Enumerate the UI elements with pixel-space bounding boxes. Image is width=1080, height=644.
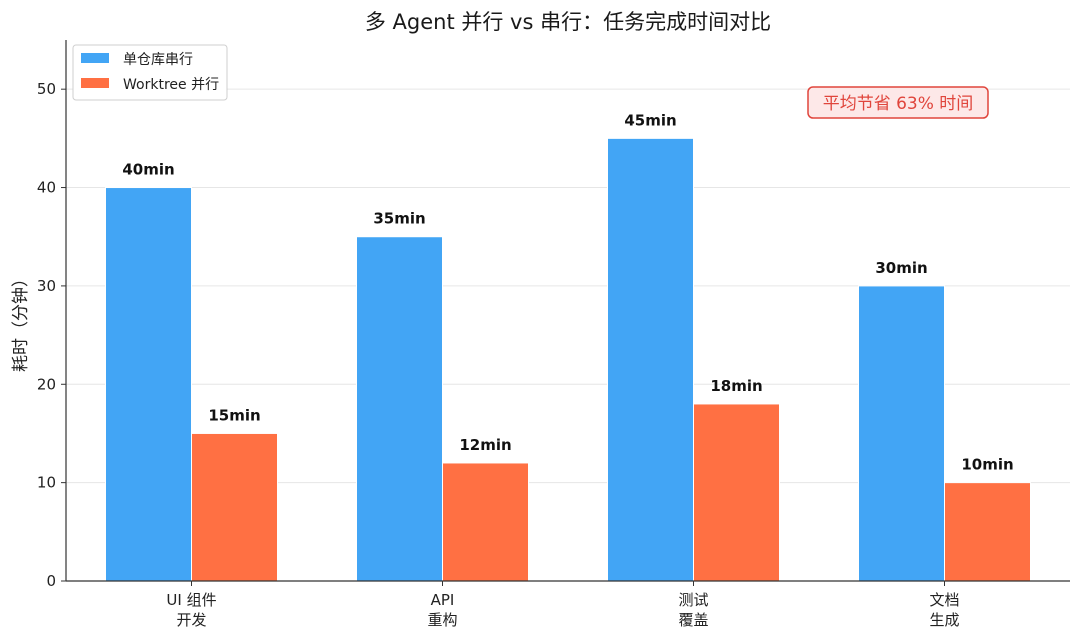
x-tick-label: 文档生成 bbox=[929, 591, 959, 629]
x-tick-label: API 重构 bbox=[427, 591, 457, 629]
bar-value-label: 15min bbox=[208, 406, 260, 424]
legend-swatch-serial bbox=[81, 53, 109, 63]
legend: 单仓库串行 Worktree 并行 bbox=[72, 44, 228, 101]
bar-value-label: 40min bbox=[122, 161, 174, 179]
bar bbox=[442, 462, 529, 582]
savings-annotation-text: 平均节省 63% 时间 bbox=[823, 94, 974, 114]
y-tick-label: 10 bbox=[37, 474, 56, 492]
legend-frame bbox=[72, 44, 228, 101]
bar bbox=[105, 187, 192, 582]
y-tick-label: 20 bbox=[37, 375, 56, 393]
bar bbox=[858, 285, 945, 582]
bar-value-label: 35min bbox=[373, 210, 425, 228]
savings-annotation: 平均节省 63% 时间 bbox=[807, 86, 989, 119]
bar bbox=[607, 137, 694, 582]
bar-value-label: 18min bbox=[710, 377, 762, 395]
bar bbox=[944, 482, 1031, 582]
y-tick-label: 40 bbox=[37, 179, 56, 197]
bar bbox=[356, 236, 443, 582]
x-tick-label: UI 组件开发 bbox=[166, 591, 216, 629]
bar-value-label: 12min bbox=[459, 436, 511, 454]
bar bbox=[693, 403, 780, 582]
bar-value-labels: 40min 15min 35min 12min 45min 18min 30min 10min bbox=[122, 111, 1013, 473]
y-tick-label: 50 bbox=[37, 80, 56, 98]
chart-title: 多 Agent 并行 vs 串行：任务完成时间对比 bbox=[365, 10, 771, 34]
y-ticks: 0 10 20 30 40 50 bbox=[37, 80, 66, 590]
savings-annotation-box bbox=[807, 86, 989, 119]
bar-value-label: 10min bbox=[961, 456, 1013, 474]
y-tick-label: 30 bbox=[37, 277, 56, 295]
bar-value-label: 45min bbox=[624, 111, 676, 129]
y-axis-label: 耗时（分钟） bbox=[11, 270, 31, 372]
bars bbox=[105, 137, 1031, 582]
bar-value-label: 30min bbox=[875, 259, 927, 277]
bar bbox=[191, 432, 278, 582]
legend-label-serial: 单仓库串行 bbox=[123, 52, 193, 68]
legend-swatch-parallel bbox=[81, 78, 109, 88]
legend-label-parallel: Worktree 并行 bbox=[123, 77, 219, 93]
x-tick-label: 测试覆盖 bbox=[678, 591, 708, 629]
x-ticks: UI 组件开发 API 重构 测试覆盖 文档生成 bbox=[166, 581, 960, 629]
y-tick-label: 0 bbox=[46, 572, 56, 590]
